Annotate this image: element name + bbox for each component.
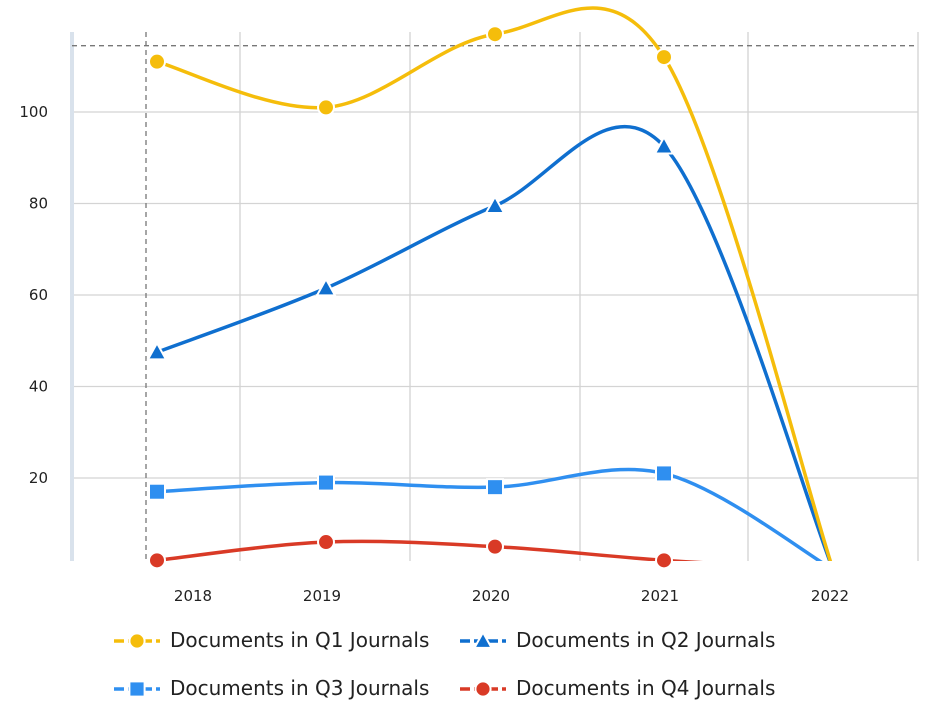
data-point-q1 <box>486 25 504 44</box>
data-point-q2 <box>484 194 506 214</box>
legend-marker <box>472 630 494 649</box>
data-point-q4 <box>148 551 166 570</box>
data-point-q1 <box>655 48 673 67</box>
legend-label-q3: Documents in Q3 Journals <box>170 676 430 700</box>
legend-label-q2: Documents in Q2 Journals <box>516 628 776 652</box>
x-tick-label: 2019 <box>303 587 341 605</box>
x-tick-label: 2021 <box>641 587 679 605</box>
series-line-q2 <box>156 124 832 561</box>
data-point-q3 <box>486 478 504 497</box>
legend-marker <box>128 680 146 698</box>
y-axis-line <box>70 32 74 561</box>
data-point-q4 <box>317 533 335 552</box>
x-tick-label: 2020 <box>472 587 510 605</box>
legend-item-q3[interactable]: Documents in Q3 Journals <box>112 676 429 700</box>
y-tick-label: 20 <box>29 469 48 487</box>
y-tick-label: 80 <box>29 195 48 213</box>
data-point-q1 <box>148 52 166 71</box>
legend-q2-triangle-icon <box>460 630 506 649</box>
data-point-q2 <box>315 277 337 297</box>
data-point-q2 <box>653 135 675 155</box>
legend-label-q1: Documents in Q1 Journals <box>170 628 430 652</box>
y-axis-ticks: 20 40 60 80 100 <box>19 103 48 487</box>
legend-marker <box>128 632 146 650</box>
legend-q3-square-icon <box>114 680 160 698</box>
legend-item-q4[interactable]: Documents in Q4 Journals <box>458 676 775 700</box>
y-tick-label: 100 <box>19 103 48 121</box>
data-point-q4 <box>486 537 504 556</box>
legend-marker <box>474 680 492 698</box>
legend-item-q1[interactable]: Documents in Q1 Journals <box>112 628 429 652</box>
legend-label-q4: Documents in Q4 Journals <box>516 676 776 700</box>
data-point-q3 <box>317 473 335 492</box>
x-tick-label: 2022 <box>811 587 849 605</box>
series-markers <box>146 25 675 570</box>
x-tick-label: 2018 <box>174 587 212 605</box>
x-axis-ticks: 2018 2019 2020 2021 2022 <box>174 587 849 605</box>
legend-item-q2[interactable]: Documents in Q2 Journals <box>458 628 775 652</box>
y-tick-label: 60 <box>29 286 48 304</box>
series-line-q1 <box>156 6 833 561</box>
data-point-q1 <box>317 98 335 117</box>
chart: 20 40 60 80 100 2018 2019 2020 2021 2022 <box>19 6 919 605</box>
data-point-q3 <box>148 482 166 501</box>
y-tick-label: 40 <box>29 378 48 396</box>
legend-q4-circle-icon <box>460 680 506 698</box>
data-point-q3 <box>655 464 673 483</box>
legend-q1-circle-icon <box>114 632 160 650</box>
data-point-q4 <box>655 551 673 570</box>
data-point-q2 <box>146 341 168 361</box>
